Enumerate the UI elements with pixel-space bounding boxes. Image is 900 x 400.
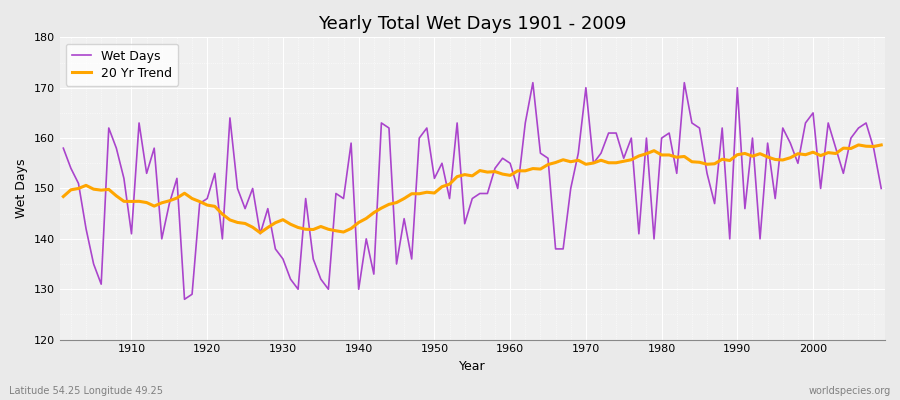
Wet Days xyxy=(512,186,523,191)
Wet Days xyxy=(58,146,68,150)
Line: Wet Days: Wet Days xyxy=(63,83,881,299)
Title: Yearly Total Wet Days 1901 - 2009: Yearly Total Wet Days 1901 - 2009 xyxy=(318,15,626,33)
Wet Days xyxy=(119,176,130,181)
20 Yr Trend xyxy=(119,199,130,204)
Wet Days xyxy=(179,297,190,302)
Wet Days xyxy=(611,131,622,136)
Wet Days xyxy=(505,161,516,166)
20 Yr Trend xyxy=(853,142,864,147)
Wet Days xyxy=(876,186,886,191)
20 Yr Trend xyxy=(338,230,349,234)
Y-axis label: Wet Days: Wet Days xyxy=(15,159,28,218)
20 Yr Trend xyxy=(255,230,266,235)
20 Yr Trend xyxy=(292,225,303,230)
20 Yr Trend xyxy=(58,194,68,199)
Wet Days xyxy=(338,196,349,201)
X-axis label: Year: Year xyxy=(459,360,486,373)
Line: 20 Yr Trend: 20 Yr Trend xyxy=(63,145,881,233)
20 Yr Trend xyxy=(603,160,614,165)
20 Yr Trend xyxy=(505,173,516,178)
Wet Days xyxy=(527,80,538,85)
Wet Days xyxy=(292,287,303,292)
Legend: Wet Days, 20 Yr Trend: Wet Days, 20 Yr Trend xyxy=(66,44,178,86)
Text: Latitude 54.25 Longitude 49.25: Latitude 54.25 Longitude 49.25 xyxy=(9,386,163,396)
20 Yr Trend xyxy=(876,142,886,147)
Text: worldspecies.org: worldspecies.org xyxy=(809,386,891,396)
20 Yr Trend xyxy=(512,168,523,173)
